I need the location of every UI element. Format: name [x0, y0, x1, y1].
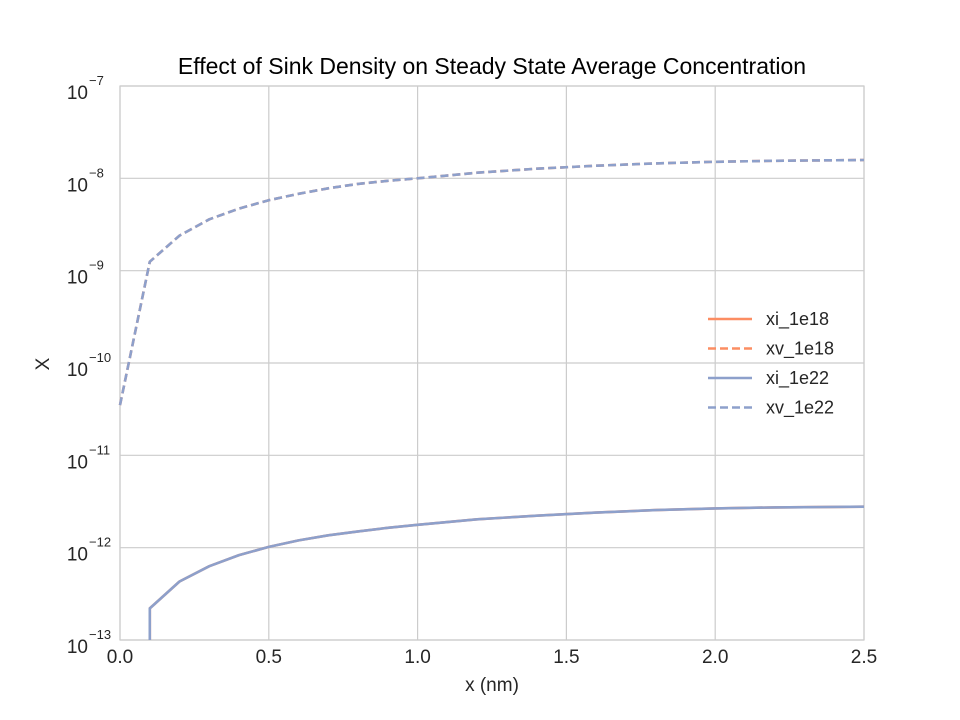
y-tick-exponent: −11: [89, 442, 110, 457]
y-tick-label: 10: [67, 545, 88, 566]
y-tick-base: 10: [67, 545, 88, 566]
series-layer: [118, 158, 865, 640]
chart-title: Effect of Sink Density on Steady State A…: [178, 53, 806, 79]
y-tick-exponent: −12: [89, 535, 111, 550]
legend-label: xi_1e22: [766, 368, 829, 389]
y-tick-exponent: −7: [89, 73, 104, 88]
y-tick-label: 10: [67, 637, 88, 658]
y-tick-base: 10: [67, 637, 88, 658]
legend: xi_1e18 xv_1e18 xi_1e22 xv_1e22: [708, 309, 834, 419]
y-tick-label: 10: [67, 452, 88, 473]
x-tick-label: 2.5: [851, 647, 877, 668]
y-axis-label: X: [33, 357, 54, 370]
y-tick-base: 10: [67, 83, 88, 104]
x-axis-label: x (nm): [465, 675, 519, 696]
y-tick-label: 10: [67, 175, 88, 196]
plot-frame: [119, 85, 865, 641]
legend-label: xv_1e22: [766, 398, 834, 419]
series-line-xv-1e22: [118, 158, 865, 406]
legend-label: xi_1e18: [766, 309, 829, 330]
x-tick-labels: 0.0 0.5 1.0 1.5 2.0 2.5: [107, 647, 877, 668]
y-tick-exponent: −8: [89, 165, 104, 180]
y-tick-label: 10: [67, 268, 88, 289]
y-tick-label: 10: [67, 360, 88, 381]
x-tick-label: 0.0: [107, 647, 133, 668]
y-tick-label: 10: [67, 83, 88, 104]
y-tick-base: 10: [67, 452, 88, 473]
x-tick-label: 1.0: [404, 647, 430, 668]
y-tick-base: 10: [67, 175, 88, 196]
legend-label: xv_1e18: [766, 339, 834, 360]
x-tick-label: 1.5: [553, 647, 579, 668]
series-line-xi-1e22: [148, 505, 865, 640]
x-tick-label: 0.5: [256, 647, 282, 668]
y-tick-base: 10: [67, 360, 88, 381]
y-tick-exponent: −9: [89, 258, 104, 273]
x-tick-label: 2.0: [702, 647, 728, 668]
y-tick-exponent: −10: [89, 350, 111, 365]
y-tick-base: 10: [67, 268, 88, 289]
y-tick-exponent: −13: [89, 627, 111, 642]
